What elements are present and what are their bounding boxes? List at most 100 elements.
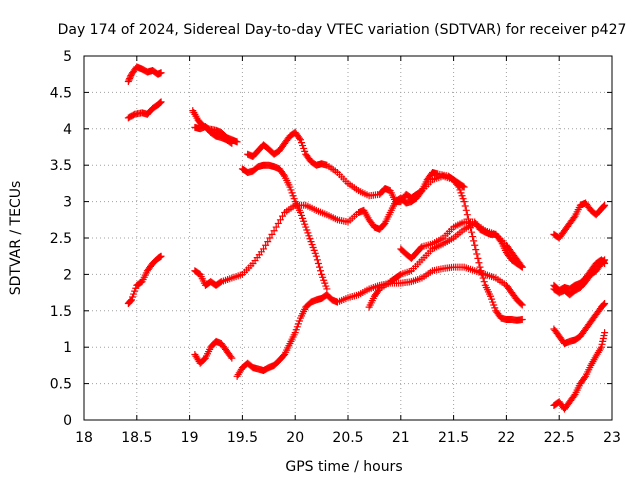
data-point — [599, 203, 607, 211]
series-arc-q — [550, 329, 609, 413]
data-point — [470, 237, 478, 245]
data-point — [518, 316, 526, 324]
data-point — [228, 139, 236, 147]
y-tick-label: 0 — [63, 413, 72, 429]
data-point — [157, 252, 165, 260]
data-point — [581, 374, 589, 382]
data-point — [272, 223, 280, 231]
x-tick-label: 19.5 — [227, 430, 258, 446]
series-arc-e — [191, 123, 236, 147]
data-point — [599, 257, 607, 265]
data-point — [266, 234, 274, 242]
data-point — [472, 246, 480, 254]
y-tick-label: 4 — [63, 122, 72, 138]
x-axis-label: GPS time / hours — [285, 459, 402, 475]
series-arc-g — [244, 128, 526, 324]
data-point — [459, 182, 467, 190]
data-point — [469, 233, 477, 241]
data-point — [264, 238, 272, 246]
data-point — [462, 206, 470, 214]
data-point — [461, 202, 469, 210]
data-point — [600, 257, 608, 265]
data-point — [601, 201, 609, 209]
series-arc-o — [550, 256, 609, 299]
data-point — [126, 297, 134, 305]
x-tick-label: 20.5 — [332, 430, 363, 446]
data-point — [476, 263, 484, 271]
data-point — [280, 171, 288, 179]
y-tick-label: 2 — [63, 267, 72, 283]
data-point — [396, 271, 404, 279]
y-axis-label: SDTVAR / TECUs — [8, 181, 24, 296]
x-tick-label: 18 — [75, 430, 93, 446]
data-point — [473, 250, 481, 258]
x-tick-label: 20 — [286, 430, 304, 446]
series-arc-p — [550, 300, 609, 348]
data-point — [601, 256, 609, 264]
data-point — [315, 263, 323, 271]
x-tick-label: 21.5 — [438, 430, 469, 446]
marks-layer — [124, 63, 609, 413]
data-point — [570, 392, 578, 400]
ticks-layer: 18 18.5 19 19.5 20 20.5 21 21.5 22 22.5 2300.511.5… — [50, 49, 621, 446]
series-arc-h — [191, 172, 468, 289]
data-point — [262, 241, 270, 249]
y-tick-label: 1 — [63, 340, 72, 356]
data-point — [157, 98, 165, 106]
data-point — [570, 214, 578, 222]
y-tick-label: 1.5 — [50, 304, 72, 320]
data-point — [268, 230, 276, 238]
data-point — [600, 300, 608, 308]
y-tick-label: 5 — [63, 49, 72, 65]
series-arc-i — [191, 337, 236, 367]
data-point — [228, 354, 236, 362]
data-point — [312, 252, 320, 260]
data-point — [460, 198, 468, 206]
data-point — [475, 259, 483, 267]
data-point — [480, 278, 488, 286]
series-arc-m — [550, 199, 609, 242]
x-tick-label: 18.5 — [121, 430, 152, 446]
data-point — [276, 216, 284, 224]
data-point — [471, 241, 479, 249]
data-point — [518, 263, 526, 271]
data-point — [233, 138, 241, 146]
data-point — [227, 139, 235, 147]
data-point — [517, 300, 525, 308]
x-tick-label: 23 — [603, 430, 621, 446]
data-point — [317, 267, 325, 275]
data-point — [601, 300, 609, 308]
data-point — [157, 69, 165, 77]
data-point — [279, 212, 287, 220]
data-point — [270, 227, 278, 235]
data-point — [463, 211, 471, 219]
y-tick-label: 3.5 — [50, 158, 72, 174]
data-point — [468, 228, 476, 236]
data-point — [600, 202, 608, 210]
series-arc-l — [397, 218, 526, 271]
x-tick-label: 21 — [392, 430, 410, 446]
data-point — [496, 236, 504, 244]
data-point — [227, 353, 235, 361]
chart-title: Day 174 of 2024, Sidereal Day-to-day VTE… — [58, 22, 627, 38]
data-point — [260, 245, 268, 253]
data-point — [314, 259, 322, 267]
y-tick-label: 4.5 — [50, 85, 72, 101]
series-arc-a — [124, 63, 165, 85]
data-point — [295, 134, 303, 142]
data-point — [313, 256, 321, 264]
data-point — [127, 297, 135, 305]
series-arc-c — [124, 252, 165, 308]
x-tick-label: 19 — [181, 430, 199, 446]
series-arc-f — [238, 161, 331, 293]
data-point — [216, 278, 224, 286]
data-point — [460, 183, 468, 191]
y-tick-label: 3 — [63, 195, 72, 211]
data-point — [474, 254, 482, 262]
series-arc-j — [233, 263, 526, 380]
data-point — [601, 329, 609, 337]
y-tick-label: 0.5 — [50, 377, 72, 393]
data-point — [599, 301, 607, 309]
x-tick-label: 22.5 — [544, 430, 575, 446]
